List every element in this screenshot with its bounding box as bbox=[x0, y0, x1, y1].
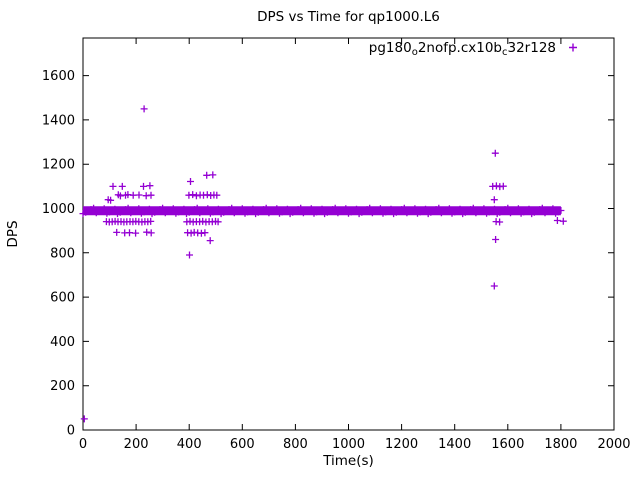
data-points bbox=[80, 105, 567, 423]
axis-ticks bbox=[82, 38, 615, 431]
x-tick-label: 1400 bbox=[438, 437, 471, 452]
legend-marker-icon bbox=[569, 43, 577, 52]
y-tick-labels: 0 200 400 600 800 1000 1200 1400 1600 bbox=[42, 69, 75, 438]
chart-title: DPS vs Time for qp1000.L6 bbox=[257, 9, 440, 25]
dense-band-markers bbox=[79, 204, 565, 218]
x-tick-label: 1600 bbox=[491, 437, 524, 452]
x-tick-label: 400 bbox=[177, 437, 202, 452]
x-tick-label: 1200 bbox=[385, 437, 418, 452]
x-tick-label: 200 bbox=[124, 437, 149, 452]
x-tick-label: 1800 bbox=[544, 437, 577, 452]
x-tick-label: 1000 bbox=[332, 437, 365, 452]
y-tick-label: 600 bbox=[50, 291, 75, 306]
y-tick-label: 0 bbox=[67, 424, 75, 439]
y-tick-label: 1600 bbox=[42, 69, 75, 84]
legend-label: pg180o​2nofp.cx10bc​32r128 bbox=[369, 40, 556, 58]
x-tick-label: 2000 bbox=[597, 437, 630, 452]
y-tick-label: 200 bbox=[50, 379, 75, 394]
x-tick-label: 800 bbox=[283, 437, 308, 452]
y-tick-label: 1400 bbox=[42, 113, 75, 128]
y-axis-label: DPS bbox=[5, 220, 21, 247]
y-tick-label: 1200 bbox=[42, 158, 75, 173]
x-tick-label: 0 bbox=[79, 437, 87, 452]
x-tick-label: 600 bbox=[230, 437, 255, 452]
legend: pg180o​2nofp.cx10bc​32r128 bbox=[369, 40, 577, 58]
plot-border bbox=[82, 37, 615, 431]
y-tick-label: 400 bbox=[50, 335, 75, 350]
y-tick-label: 1000 bbox=[42, 202, 75, 217]
x-tick-labels: 0 200 400 600 800 1000 1200 1400 1600 1800 2000 bbox=[79, 437, 631, 452]
y-tick-label: 800 bbox=[50, 246, 75, 261]
x-axis-label: Time(s) bbox=[322, 453, 374, 469]
